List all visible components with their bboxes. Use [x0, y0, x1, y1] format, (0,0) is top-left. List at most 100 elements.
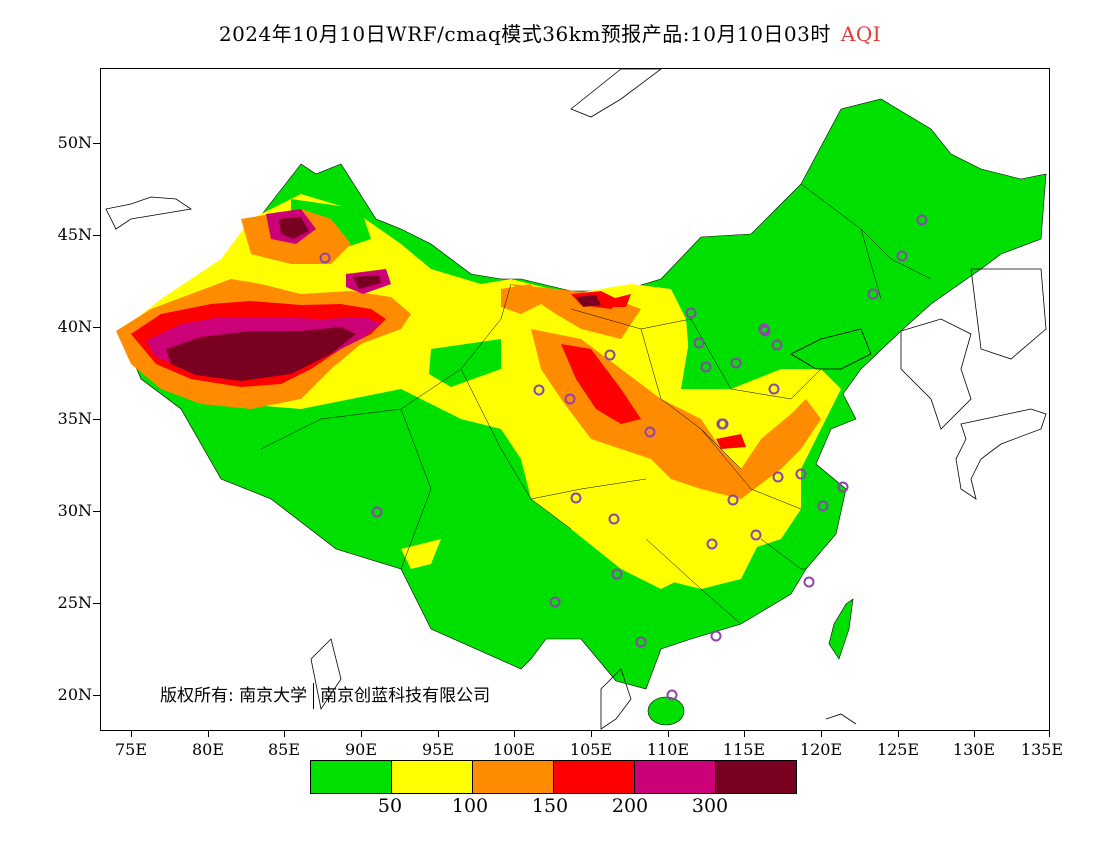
copyright-org-company: 南京创蓝科技有限公司: [320, 686, 491, 706]
station-marker: [564, 393, 576, 405]
lat-tick: [93, 603, 100, 604]
lon-tick: [438, 731, 439, 737]
zone-red-shaanxi: [561, 344, 641, 424]
legend-label: 100: [451, 795, 489, 817]
map-canvas: [105, 69, 1047, 730]
lon-tick: [744, 731, 745, 737]
legend-label: 200: [611, 795, 649, 817]
lon-tick: [898, 731, 899, 737]
province-borders: [260, 183, 932, 625]
lon-tick: [821, 731, 822, 737]
lon-tick: [974, 731, 975, 737]
lat-label: 40N: [57, 317, 92, 336]
lat-label: 50N: [57, 133, 92, 152]
zone-green-northchina: [686, 304, 801, 384]
lon-label: 115E: [722, 740, 766, 759]
copyright-prefix: 版权所有:: [160, 686, 234, 706]
station-marker: [371, 506, 383, 518]
legend-swatch-moderate: [392, 761, 473, 793]
lat-tick: [93, 143, 100, 144]
station-marker: [896, 250, 908, 262]
station-marker: [867, 288, 879, 300]
lon-label: 95E: [421, 740, 455, 759]
lat-tick: [93, 327, 100, 328]
zone-orange-central: [511, 284, 821, 499]
zone-darkred-north: [576, 295, 601, 307]
lon-label: 130E: [952, 740, 996, 759]
station-marker: [533, 384, 545, 396]
lon-tick: [131, 731, 132, 737]
legend-swatch-severe-pollution: [716, 761, 796, 793]
lat-label: 35N: [57, 409, 92, 428]
station-marker: [570, 492, 582, 504]
station-marker: [685, 307, 697, 319]
station-marker: [710, 630, 722, 642]
legend-swatch-medium-pollution: [554, 761, 635, 793]
legend-label: 150: [531, 795, 569, 817]
lon-label: 105E: [569, 740, 613, 759]
aqi-map[interactable]: [100, 68, 1050, 731]
lon-label: 135E: [1020, 740, 1064, 759]
station-marker: [750, 529, 762, 541]
coastlines: [105, 69, 1047, 730]
title-main: 2024年10月10日WRF/cmaq模式36km预报产品:10月10日03时: [218, 22, 831, 46]
lon-tick: [361, 731, 362, 737]
lon-tick: [208, 731, 209, 737]
lon-label: 85E: [267, 740, 301, 759]
taiwan-island: [828, 598, 854, 660]
station-marker: [549, 596, 561, 608]
lat-label: 30N: [57, 501, 92, 520]
lat-label: 20N: [57, 685, 92, 704]
station-marker: [693, 337, 705, 349]
zone-red-henan: [716, 434, 746, 449]
station-marker: [644, 426, 656, 438]
lon-tick: [284, 731, 285, 737]
station-marker: [772, 471, 784, 483]
aqi-color-legend: [310, 760, 797, 794]
station-marker: [759, 325, 771, 337]
lon-label: 80E: [191, 740, 225, 759]
station-marker: [727, 494, 739, 506]
station-marker: [635, 636, 647, 648]
lat-tick: [93, 511, 100, 512]
legend-swatch-good: [311, 761, 392, 793]
station-marker: [916, 214, 928, 226]
station-marker: [768, 383, 780, 395]
station-marker: [611, 568, 623, 580]
station-marker: [319, 252, 331, 264]
station-marker: [666, 689, 678, 701]
lon-label: 100E: [492, 740, 536, 759]
city-station-markers: [319, 214, 928, 701]
copyright-separator: [313, 683, 315, 709]
station-marker: [608, 513, 620, 525]
legend-swatch-light-pollution: [473, 761, 554, 793]
lon-tick: [514, 731, 515, 737]
lon-tick: [668, 731, 669, 737]
zone-orange-gansu: [501, 284, 541, 314]
legend-swatch-heavy-pollution: [635, 761, 716, 793]
zone-green-qinghai: [429, 339, 501, 387]
station-marker: [795, 468, 807, 480]
lat-label: 45N: [57, 225, 92, 244]
station-marker: [817, 500, 829, 512]
hainan-island: [647, 696, 685, 726]
lon-label: 75E: [114, 740, 148, 759]
station-marker: [700, 361, 712, 373]
lat-label: 25N: [57, 593, 92, 612]
copyright-notice: 版权所有: 南京大学 南京创蓝科技有限公司: [160, 681, 490, 709]
zone-darkred-dzungaria: [279, 217, 381, 289]
legend-label: 50: [377, 795, 403, 817]
station-marker: [837, 481, 849, 493]
lon-tick: [1049, 731, 1050, 737]
station-marker: [604, 349, 616, 361]
lon-label: 120E: [799, 740, 843, 759]
map-title: 2024年10月10日WRF/cmaq模式36km预报产品:10月10日03时 A…: [0, 18, 1100, 47]
copyright-org-nju: 南京大学: [239, 686, 308, 706]
station-marker: [771, 339, 783, 351]
station-marker: [803, 576, 815, 588]
lon-label: 125E: [876, 740, 920, 759]
zone-yellow-tibet-edge: [401, 539, 441, 569]
lon-tick: [591, 731, 592, 737]
lat-tick: [93, 419, 100, 420]
zone-darkred-tarim: [166, 327, 356, 381]
